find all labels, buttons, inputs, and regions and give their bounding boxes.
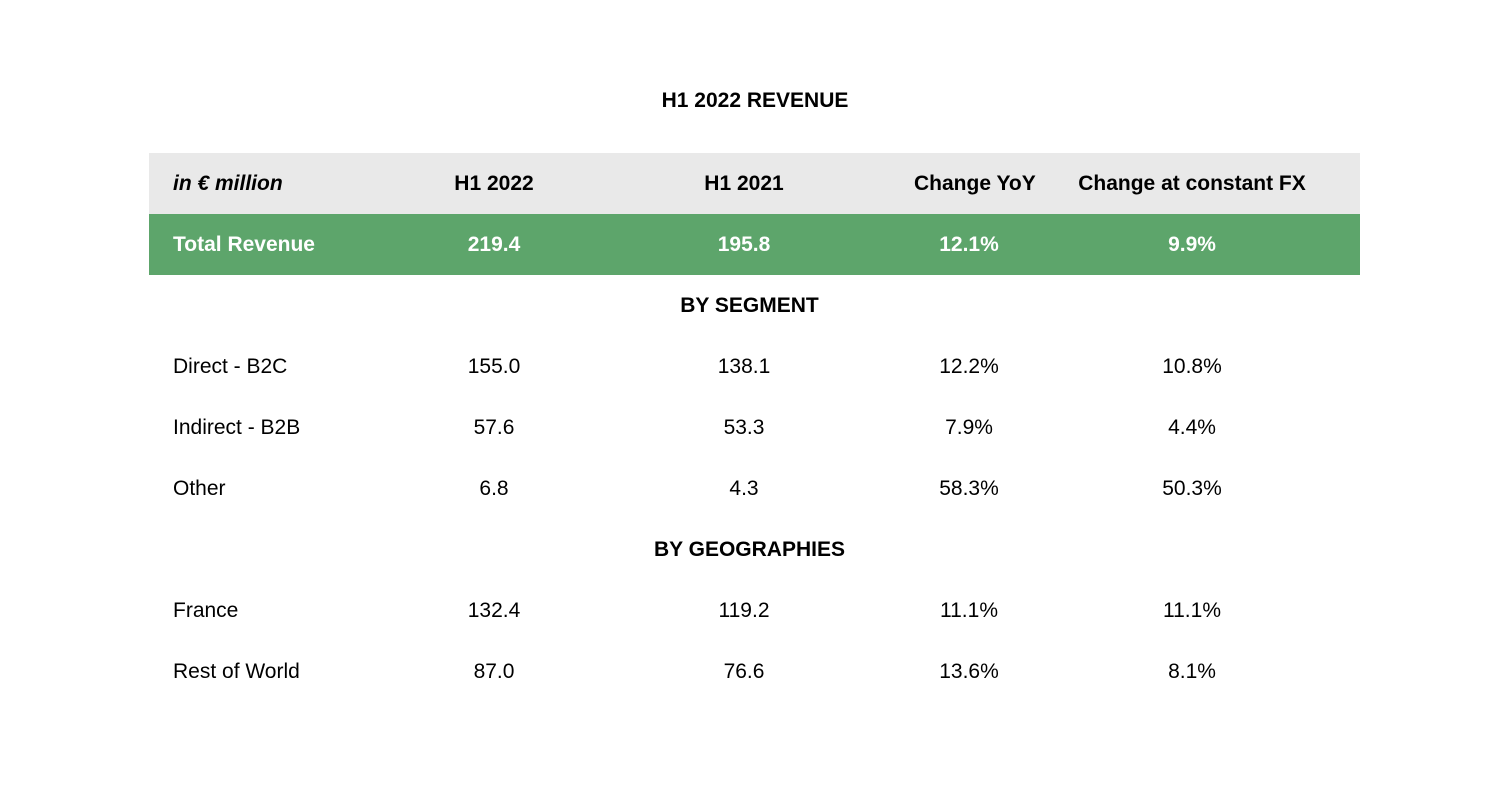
row-label: France <box>173 598 239 622</box>
row-change-yoy: 7.9% <box>945 415 993 439</box>
total-label: Total Revenue <box>173 232 315 256</box>
row-change-fx: 4.4% <box>1168 415 1216 439</box>
table-row: Rest of World 87.0 76.6 13.6% 8.1% <box>149 641 1360 702</box>
row-label: Direct - B2C <box>173 354 288 378</box>
row-change-yoy: 13.6% <box>939 659 999 683</box>
row-h1-2021: 4.3 <box>729 476 759 500</box>
row-h1-2022: 87.0 <box>473 659 515 683</box>
h1-2021-header: H1 2021 <box>704 171 784 195</box>
row-h1-2022: 155.0 <box>467 354 521 378</box>
table-row: Indirect - B2B 57.6 53.3 7.9% 4.4% <box>149 397 1360 458</box>
table-header-row: in € million H1 2022 H1 2021 Change YoY … <box>149 153 1360 214</box>
row-label: Indirect - B2B <box>173 415 301 439</box>
row-change-yoy: 11.1% <box>940 598 998 622</box>
row-h1-2022: 57.6 <box>473 415 515 439</box>
row-change-fx: 50.3% <box>1162 476 1222 500</box>
change-yoy-header: Change YoY <box>914 171 1036 195</box>
row-h1-2021: 76.6 <box>723 659 765 683</box>
row-label: Other <box>173 476 226 500</box>
total-change-fx: 9.9% <box>1168 232 1216 256</box>
table-row: Direct - B2C 155.0 138.1 12.2% 10.8% <box>149 336 1360 397</box>
unit-header: in € million <box>173 171 283 195</box>
page-title: H1 2022 REVENUE <box>661 89 849 112</box>
row-label: Rest of World <box>173 659 300 683</box>
row-h1-2021: 53.3 <box>723 415 765 439</box>
row-change-yoy: 12.2% <box>939 354 999 378</box>
row-change-yoy: 58.3% <box>939 476 999 500</box>
revenue-table: in € million H1 2022 H1 2021 Change YoY … <box>149 153 1360 702</box>
geography-heading: BY GEOGRAPHIES <box>654 537 845 561</box>
row-change-fx: 8.1% <box>1168 659 1216 683</box>
row-h1-2022: 6.8 <box>479 476 509 500</box>
row-h1-2022: 132.4 <box>467 598 521 622</box>
row-h1-2021: 119.2 <box>718 598 770 622</box>
change-fx-header: Change at constant FX <box>1078 171 1306 195</box>
row-change-fx: 11.1% <box>1163 598 1221 622</box>
total-h1-2022: 219.4 <box>467 232 521 256</box>
segment-heading: BY SEGMENT <box>680 293 819 317</box>
row-change-fx: 10.8% <box>1162 354 1222 378</box>
total-change-yoy: 12.1% <box>939 232 999 256</box>
row-h1-2021: 138.1 <box>717 354 771 378</box>
table-row: Other 6.8 4.3 58.3% 50.3% <box>149 458 1360 519</box>
total-h1-2021: 195.8 <box>717 232 771 256</box>
total-revenue-row: Total Revenue 219.4 195.8 12.1% 9.9% <box>149 214 1360 275</box>
h1-2022-header: H1 2022 <box>454 171 534 195</box>
table-row: France 132.4 119.2 11.1% 11.1% <box>149 580 1360 641</box>
